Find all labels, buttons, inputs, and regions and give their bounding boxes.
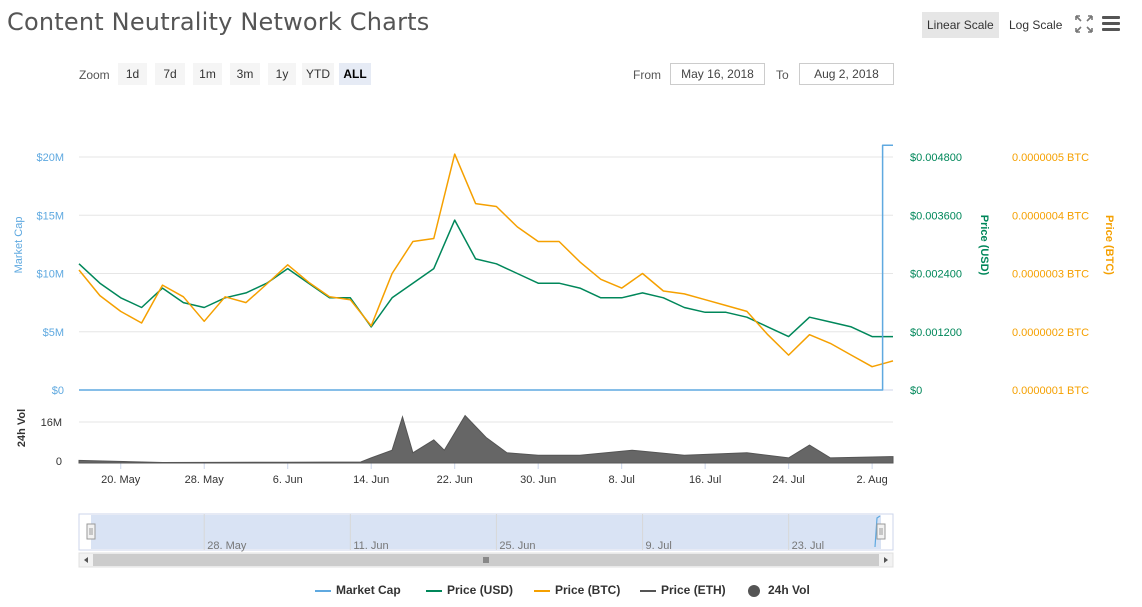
- x-tick-label: 2. Aug: [857, 474, 888, 486]
- price-btc-tick-label: 0.0000002 BTC: [1012, 327, 1089, 339]
- navigator-selection: [91, 515, 881, 549]
- market-cap-tick-label: $10M: [36, 269, 64, 281]
- navigator-tick-label: 28. May: [207, 540, 247, 552]
- navigator-series-line: [874, 515, 881, 548]
- series-line-price-btc: [78, 153, 894, 368]
- volume-area: [78, 414, 894, 464]
- x-tick-label: 30. Jun: [520, 474, 556, 486]
- price-btc-tick-label: 0.0000004 BTC: [1012, 210, 1089, 222]
- from-label: From: [633, 68, 661, 82]
- linear-scale-button[interactable]: Linear Scale: [922, 12, 999, 38]
- legend-label: Price (BTC): [555, 583, 621, 597]
- zoom-button-1d[interactable]: 1d: [118, 63, 147, 85]
- legend-line-icon: [640, 590, 656, 592]
- navigator-right-handle[interactable]: [876, 523, 886, 540]
- scroll-left-arrow-icon: [84, 557, 88, 563]
- price-usd-tick-label: $0.001200: [910, 327, 962, 339]
- from-date-input[interactable]: [670, 63, 765, 85]
- market-cap-tick-label: $5M: [43, 327, 64, 339]
- expand-icon[interactable]: [1075, 15, 1093, 33]
- navigator-tick-label: 11. Jun: [353, 540, 388, 552]
- log-scale-button[interactable]: Log Scale: [1009, 18, 1063, 32]
- series-line-market-cap: [79, 144, 893, 391]
- price-usd-tick-label: $0: [910, 385, 922, 397]
- zoom-button-1y[interactable]: 1y: [268, 63, 296, 85]
- scroll-right-arrow-icon: [884, 557, 888, 563]
- x-tick-label: 14. Jun: [353, 474, 389, 486]
- price-usd-tick-label: $0.004800: [910, 152, 962, 164]
- x-tick-label: 6. Jun: [273, 474, 303, 486]
- page-title: Content Neutrality Network Charts: [7, 8, 430, 36]
- zoom-button-all[interactable]: ALL: [339, 63, 371, 85]
- navigator-tick-label: 9. Jul: [646, 540, 672, 552]
- navigator-tick-label: 23. Jul: [792, 540, 824, 552]
- zoom-label: Zoom: [79, 68, 110, 82]
- market-cap-tick-label: $15M: [36, 210, 64, 222]
- x-tick-label: 24. Jul: [772, 474, 804, 486]
- price-btc-tick-label: 0.0000003 BTC: [1012, 269, 1089, 281]
- legend-label: 24h Vol: [768, 583, 810, 597]
- menu-icon[interactable]: [1102, 16, 1120, 32]
- navigator-left-handle[interactable]: [86, 523, 96, 540]
- legend-dot-icon: [748, 585, 760, 597]
- price-btc-axis-title: Price (BTC): [1103, 215, 1115, 275]
- market-cap-tick-label: $20M: [36, 152, 64, 164]
- price-btc-tick-label: 0.0000005 BTC: [1012, 152, 1089, 164]
- price-usd-axis-title: Price (USD): [978, 215, 990, 276]
- zoom-button-ytd[interactable]: YTD: [302, 63, 334, 85]
- series-line-price-usd: [78, 219, 893, 338]
- price-usd-tick-label: $0.002400: [910, 269, 962, 281]
- zoom-button-3m[interactable]: 3m: [230, 63, 260, 85]
- volume-tick-label: 16M: [41, 417, 62, 429]
- zoom-button-7d[interactable]: 7d: [155, 63, 185, 85]
- legend-label: Market Cap: [336, 583, 401, 597]
- x-tick-label: 8. Jul: [609, 474, 635, 486]
- volume-tick-label: 0: [56, 456, 62, 468]
- x-tick-label: 16. Jul: [689, 474, 721, 486]
- to-label: To: [776, 68, 789, 82]
- price-btc-tick-label: 0.0000001 BTC: [1012, 385, 1089, 397]
- legend-line-icon: [534, 590, 550, 592]
- zoom-button-1m[interactable]: 1m: [193, 63, 222, 85]
- market-cap-tick-label: $0: [52, 385, 64, 397]
- navigator-tick-label: 25. Jun: [499, 540, 535, 552]
- legend-label: Price (ETH): [661, 583, 726, 597]
- volume-axis-title: 24h Vol: [16, 409, 28, 447]
- legend-line-icon: [315, 590, 331, 592]
- x-tick-label: 20. May: [101, 474, 141, 486]
- x-tick-label: 28. May: [185, 474, 225, 486]
- legend-line-icon: [426, 590, 442, 592]
- market-cap-axis-title: Market Cap: [13, 217, 25, 274]
- to-date-input[interactable]: [799, 63, 894, 85]
- price-usd-tick-label: $0.003600: [910, 210, 962, 222]
- x-tick-label: 22. Jun: [437, 474, 473, 486]
- legend-label: Price (USD): [447, 583, 514, 597]
